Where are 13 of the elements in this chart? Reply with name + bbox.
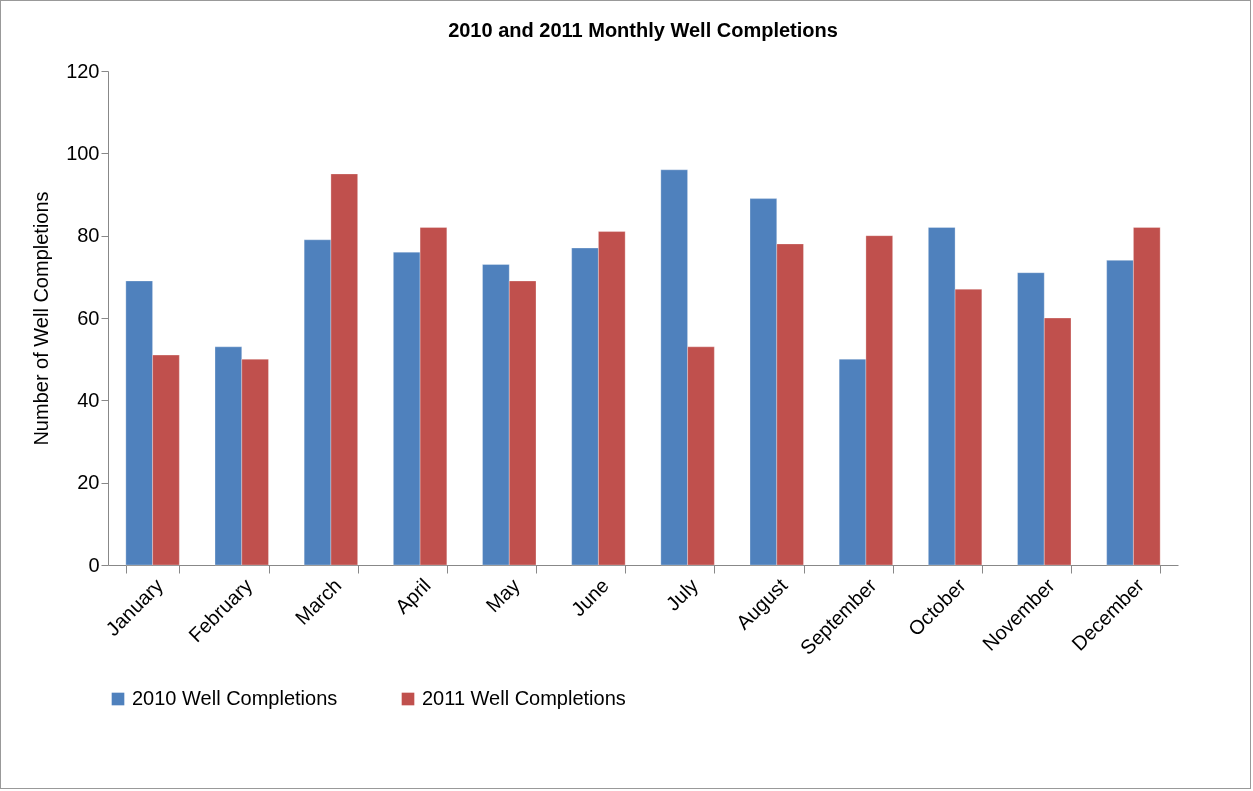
y-axis-title: Number of Well Completions <box>30 191 53 446</box>
y-tick-label: 120 <box>66 59 100 82</box>
x-tick-label: May <box>481 574 524 617</box>
y-tick-label: 0 <box>88 553 100 576</box>
legend-label: 2011 Well Completions <box>422 687 626 709</box>
y-tick-label: 40 <box>77 388 100 411</box>
y-tick-label: 60 <box>77 306 100 329</box>
legend-label: 2010 Well Completions <box>132 687 338 709</box>
y-tick-label: 20 <box>77 471 100 494</box>
x-tick-label: July <box>661 574 703 615</box>
y-tick-label: 100 <box>66 141 100 164</box>
y-tick-label: 80 <box>77 224 100 247</box>
chart-title: 2010 and 2011 Monthly Well Completions <box>448 19 838 41</box>
